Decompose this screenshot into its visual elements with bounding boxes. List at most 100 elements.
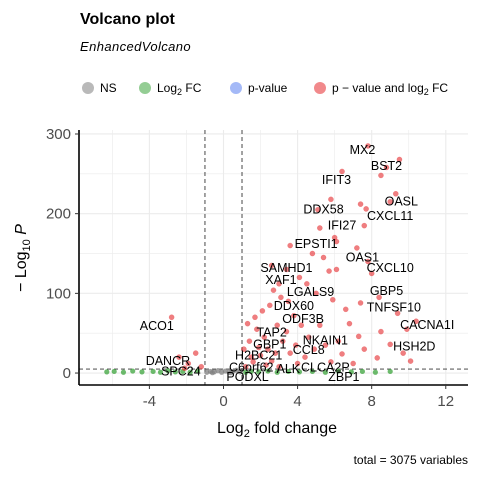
point-sig [355, 333, 362, 340]
point-sig [291, 312, 297, 319]
point-sig [246, 338, 253, 345]
gene-label: XAF1 [265, 273, 296, 287]
legend-swatch-fc [139, 82, 151, 94]
point-fc [335, 368, 341, 374]
x-tick-label: 4 [293, 393, 301, 410]
point-fc [256, 369, 262, 375]
point-sig [259, 308, 266, 314]
x-tick-label: 0 [219, 393, 227, 410]
point-sig [285, 298, 292, 305]
gene-label: DDX60 [274, 299, 314, 313]
gene-label: DDX58 [303, 203, 343, 217]
point-fc [274, 369, 280, 375]
point-sig [322, 342, 329, 349]
point-sig [368, 270, 375, 277]
point-fc [243, 369, 249, 375]
point-fc [296, 369, 303, 375]
point-fc [322, 369, 328, 375]
point-fc [265, 368, 271, 374]
point-sig [192, 350, 199, 356]
legend-label-ns: NS [100, 81, 117, 95]
point-sig [354, 245, 360, 251]
point-sig [268, 358, 275, 364]
y-axis-title-sub: 10 [21, 239, 33, 251]
gene-label: IFI27 [328, 219, 357, 233]
gene-label: CXCL10 [367, 261, 414, 275]
point-fc [120, 369, 127, 375]
point-sig [394, 310, 401, 317]
point-sig [400, 350, 407, 356]
point-sig [263, 362, 269, 368]
point-sig [198, 363, 205, 370]
cutoff-lines [79, 130, 468, 385]
point-sig [302, 354, 308, 360]
point-sig [283, 328, 290, 335]
point-sig [339, 351, 345, 357]
point-fc [172, 369, 178, 375]
point-fc [150, 368, 156, 375]
y-tick-label: 300 [46, 126, 71, 143]
point-sig [365, 143, 371, 149]
gene-label: GBP5 [370, 284, 403, 298]
legend: NS Log2 FC p-value p − value and log2 FC [82, 81, 448, 97]
point-sig [392, 190, 399, 197]
point-sig [396, 156, 403, 163]
point-sig [387, 198, 394, 205]
point-fc [248, 368, 254, 375]
point-sig [181, 365, 188, 372]
gene-label: TNFSF10 [367, 301, 421, 315]
legend-swatch-p [230, 82, 242, 94]
point-ns [209, 370, 215, 376]
gene-label: PODXL [226, 370, 268, 384]
point-sig [253, 326, 260, 333]
caption: total = 3075 variables [354, 453, 468, 467]
point-sig [413, 318, 419, 325]
point-sig [305, 334, 312, 341]
point-fc [387, 368, 393, 375]
point-sig [309, 250, 316, 257]
point-fc [111, 368, 117, 375]
point-sig [404, 326, 410, 333]
point-sig [361, 222, 368, 229]
legend-label-both: p − value and log2 FC [332, 81, 448, 97]
point-sig [333, 266, 340, 273]
point-sig [292, 342, 299, 349]
point-sig [339, 168, 345, 175]
y-axis-title-prefix: − Log [13, 251, 30, 291]
point-sig [387, 341, 394, 348]
point-sig [328, 359, 334, 365]
gene-label: MX2 [350, 143, 376, 157]
point-sig [276, 363, 282, 370]
point-sig [315, 206, 321, 213]
point-fc [194, 368, 201, 374]
point-sig [176, 354, 182, 360]
gene-labels: MX2 BST2 IFIT3 OASL DDX58 CXCL11 IFI27 EPSTI1 OA… [140, 143, 455, 384]
legend-swatch-ns [82, 82, 94, 94]
point-fc [104, 369, 110, 375]
point-sig [257, 352, 264, 359]
point-sig [383, 164, 390, 171]
gene-label: ACO1 [140, 319, 174, 333]
point-sig [244, 320, 251, 327]
gene-label: IFIT3 [322, 173, 351, 187]
point-sig [407, 358, 414, 364]
point-fc [372, 369, 378, 375]
point-ns [237, 369, 243, 375]
point-sig [316, 322, 323, 329]
gene-label: CACNA1I [400, 318, 454, 332]
gene-label: HSH2D [393, 340, 435, 354]
legend-label-p: p-value [248, 81, 288, 95]
point-sig [357, 201, 364, 207]
gene-label: SAMHD1 [260, 261, 312, 275]
gene-label: TAP2 [256, 325, 286, 339]
point-sig [378, 172, 384, 179]
gene-label: C6orf62 [229, 360, 274, 374]
point-fc [165, 368, 171, 374]
gene-label: ZBP1 [328, 370, 359, 384]
point-sig [242, 363, 249, 370]
gene-label: ODF3B [282, 312, 324, 326]
gene-label: OAS1 [346, 250, 379, 264]
point-fc [157, 369, 164, 375]
point-fc [285, 368, 291, 375]
